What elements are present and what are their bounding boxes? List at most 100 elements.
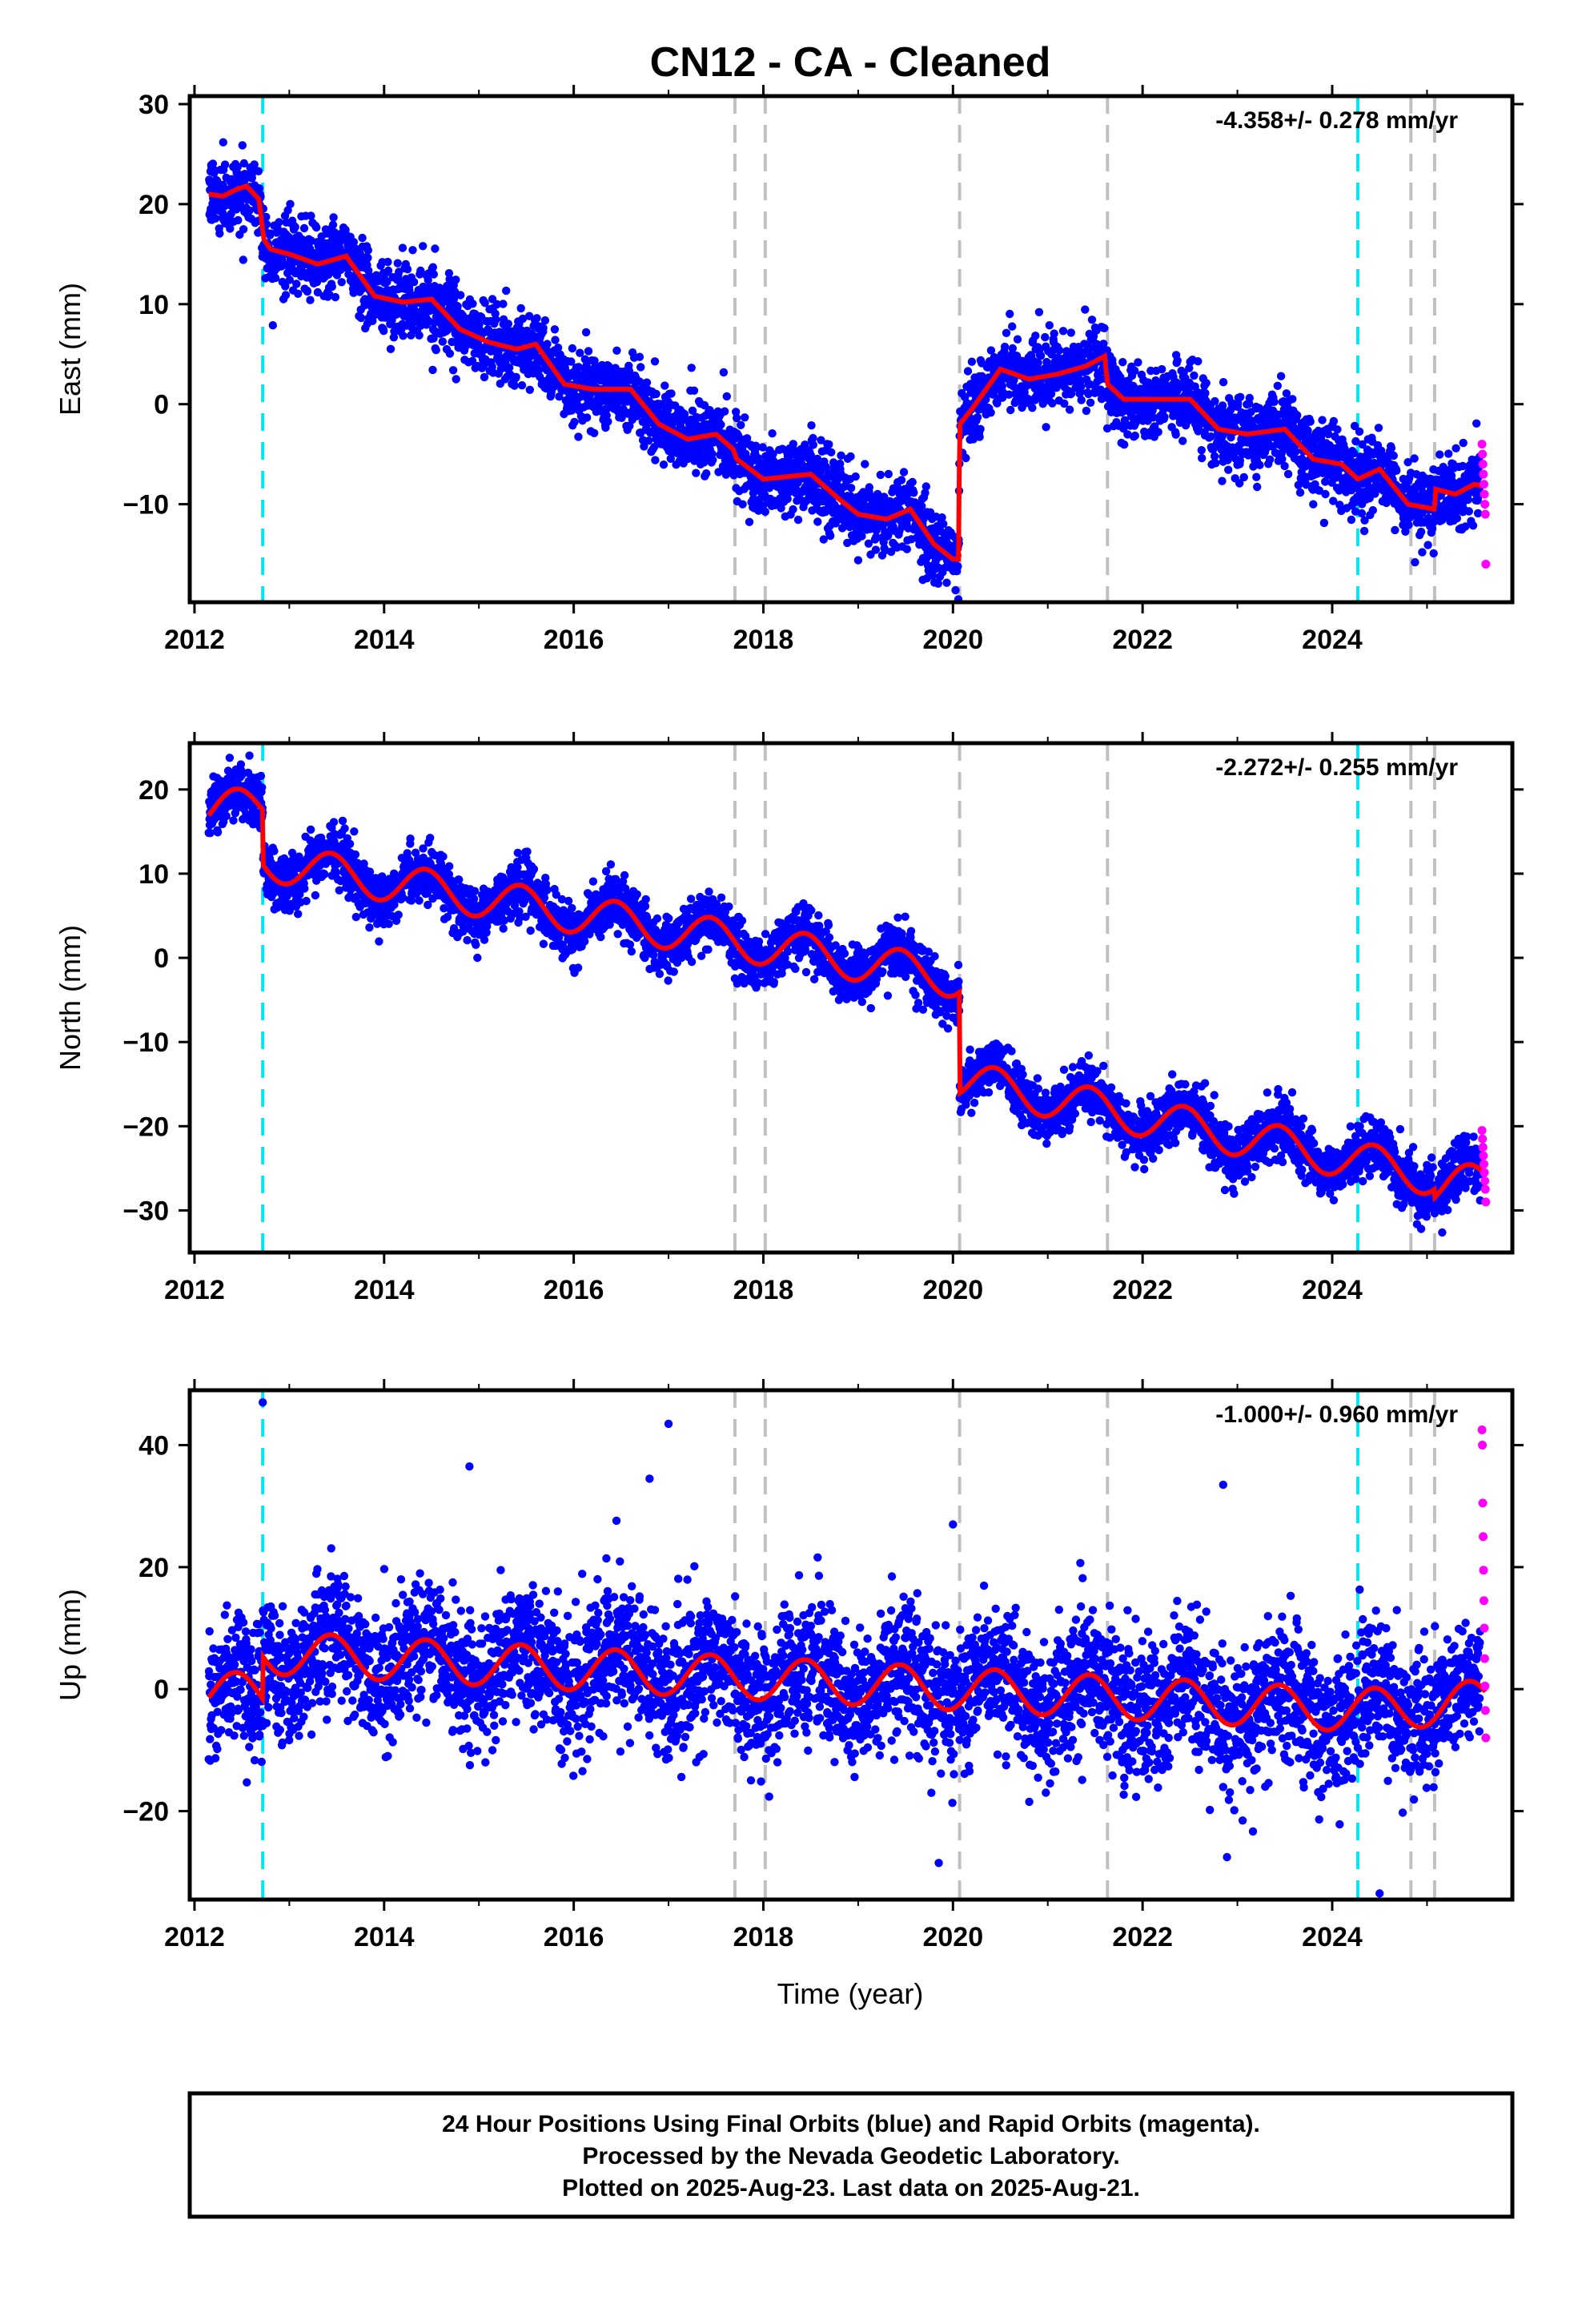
east-data-point [1160,412,1169,421]
east-data-point [864,539,873,548]
east-data-point [540,316,550,325]
east-data-point [806,451,816,460]
east-data-point [635,352,644,361]
east-data-point [1270,397,1279,406]
east-data-point [876,470,885,480]
east-data-point [539,324,548,332]
east-data-point [1262,444,1271,453]
east-data-point [328,220,338,229]
east-data-point [1190,371,1199,380]
east-data-point [399,332,408,340]
east-data-point [1387,444,1396,452]
east-data-point [1235,479,1244,488]
east-data-point [769,449,777,459]
east-data-point [853,556,863,565]
east-data-point [998,381,1007,391]
east-data-point [233,163,242,171]
east-data-point [1081,305,1090,314]
east-data-point [846,484,856,493]
east-data-point [886,547,896,557]
east-data-point [1210,452,1219,460]
east-data-point [502,286,511,296]
east-data-point [880,493,889,501]
east-data-point [1034,358,1042,368]
east-y-tick-label: 10 [139,290,169,320]
east-data-point [963,367,973,376]
east-data-point [286,199,295,208]
east-data-point [307,211,315,220]
east-data-point [1223,456,1232,464]
east-data-point [709,456,717,464]
east-data-point [708,449,717,458]
east-data-point [917,501,926,511]
east-data-point [239,255,247,264]
east-data-point [642,378,652,387]
east-data-point [504,320,512,328]
east-data-point [851,472,860,481]
east-data-point [429,270,438,279]
east-data-point [306,296,315,304]
east-data-point [239,159,248,168]
east-data-point [551,336,560,344]
east-data-point [1333,425,1342,434]
east-data-point [1309,500,1318,509]
east-data-point [807,421,816,430]
east-data-point [1452,514,1462,523]
east-data-point [1291,447,1300,456]
east-data-point [294,289,303,298]
north-data-point [225,754,235,762]
east-data-point [942,606,950,614]
east-data-point [299,223,309,233]
east-data-point [1224,465,1233,474]
north-data-point [229,816,238,825]
east-data-point [921,489,930,497]
east-data-point [1077,396,1086,404]
east-data-point [865,483,874,492]
east-data-point [452,375,460,384]
east-data-point [580,355,589,364]
east-data-point [667,389,676,398]
east-data-point [976,424,985,433]
east-data-point [837,451,845,460]
east-data-point [1006,405,1015,415]
east-data-point [1464,495,1473,505]
east-data-point [445,275,454,283]
east-data-point [553,344,563,352]
east-data-point [649,443,659,452]
east-data-point [584,347,593,356]
east-data-point [386,344,396,353]
east-data-point [408,246,417,255]
east-rapid-point [1481,560,1491,569]
east-x-tick-label: 2024 [1302,625,1363,655]
east-data-point [808,506,817,515]
east-data-point [1034,308,1044,316]
east-data-point [292,279,301,288]
east-data-point [358,233,367,243]
east-data-point [1418,548,1427,557]
east-x-tick-label: 2014 [354,625,415,655]
east-data-point [1060,399,1069,408]
east-data-point [733,413,741,423]
east-data-point [211,214,220,223]
east-data-point [689,386,699,395]
east-data-point [525,385,534,394]
east-data-point [268,321,277,330]
east-data-point [821,508,830,517]
east-data-point [1042,423,1050,432]
east-data-point [383,257,392,267]
east-plot-area [205,96,1491,614]
east-model-curve [208,183,1486,562]
east-data-point [239,225,248,234]
east-data-point [1318,416,1327,424]
east-data-point [1211,459,1220,468]
east-data-point [951,585,960,595]
east-data-point [247,174,256,183]
east-x-tick-label: 2012 [164,625,225,655]
east-data-point [1357,509,1367,518]
east-data-point [1347,515,1356,525]
east-data-point [1149,413,1158,422]
north-data-point [222,811,231,821]
chart-title: CN12 - CA - Cleaned [650,39,1051,86]
east-data-point [1045,321,1054,330]
